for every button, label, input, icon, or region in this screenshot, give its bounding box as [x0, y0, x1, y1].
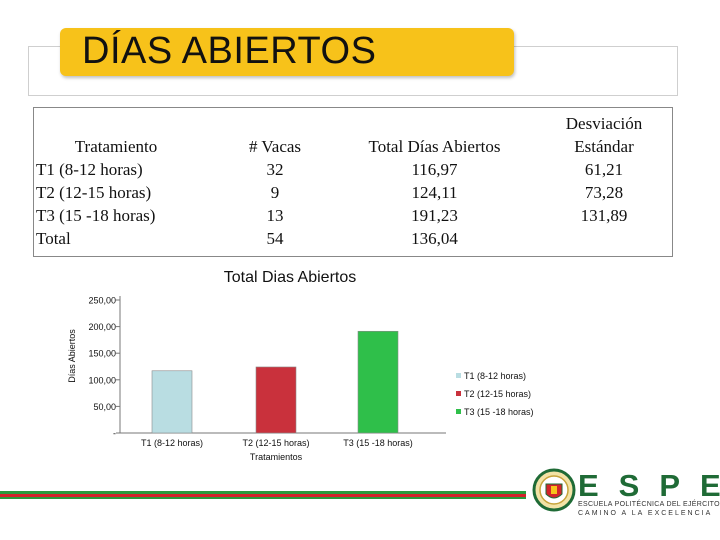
x-tick-label: T1 (8-12 horas): [141, 438, 203, 448]
row-2-tratamiento: T2 (12-15 horas): [36, 183, 152, 202]
row-4-total-dias: 136,04: [411, 229, 458, 248]
legend-swatch: [456, 409, 461, 414]
x-tick-label: T3 (15 -18 horas): [343, 438, 413, 448]
x-tick-label: T2 (12-15 horas): [242, 438, 309, 448]
data-table: Tratamiento T1 (8-12 horas) T2 (12-15 ho…: [33, 107, 673, 257]
column-desviacion: Desviación Estándar 61,21 73,28 131,89: [544, 108, 664, 256]
row-1-desviacion: 61,21: [584, 160, 624, 179]
y-tick-label: 50,00: [93, 402, 116, 412]
logo-motto: CAMINO A LA EXCELENCIA: [578, 510, 713, 517]
column-tratamiento: Tratamiento T1 (8-12 horas) T2 (12-15 ho…: [36, 108, 211, 256]
x-axis-label: Tratamientos: [250, 452, 303, 462]
logo-subtitle: ESCUELA POLITÉCNICA DEL EJÉRCITO: [578, 501, 720, 508]
y-tick-label: -: [113, 429, 116, 439]
row-4-vacas: 54: [266, 229, 284, 248]
row-2-vacas: 9: [270, 183, 280, 202]
legend-label: T3 (15 -18 horas): [464, 407, 534, 417]
title-box: [60, 28, 514, 76]
legend-swatch: [456, 391, 461, 396]
bar-2: [255, 366, 297, 434]
row-4-tratamiento: Total: [36, 229, 71, 248]
header-total-dias: Total Días Abiertos: [368, 137, 501, 156]
header-vacas: # Vacas: [248, 137, 302, 156]
y-axis-label: Días Abiertos: [67, 329, 77, 383]
column-total-dias: Total Días Abiertos 116,97 124,11 191,23…: [352, 108, 517, 256]
legend-label: T1 (8-12 horas): [464, 371, 526, 381]
bar-3: [357, 330, 399, 434]
footer-stripe-green: [0, 491, 526, 494]
row-1-tratamiento: T1 (8-12 horas): [36, 160, 143, 179]
row-2-desviacion: 73,28: [584, 183, 624, 202]
legend-swatch: [456, 373, 461, 378]
row-3-vacas: 13: [266, 206, 284, 225]
legend-label: T2 (12-15 horas): [464, 389, 531, 399]
row-3-total-dias: 191,23: [411, 206, 458, 225]
y-tick-label: 150,00: [88, 349, 116, 359]
row-2-total-dias: 124,11: [411, 183, 458, 202]
header-tratamiento: Tratamiento: [74, 137, 158, 156]
espe-crest-logo: [532, 468, 576, 512]
row-1-total-dias: 116,97: [411, 160, 458, 179]
y-tick-label: 100,00: [88, 375, 116, 385]
y-tick-label: 250,00: [88, 296, 116, 306]
row-3-tratamiento: T3 (15 -18 horas): [36, 206, 156, 225]
footer-stripe-green-2: [0, 497, 526, 499]
slide-title: DÍAS ABIERTOS: [82, 30, 377, 72]
header-desviacion-line1: Desviación: [565, 114, 643, 133]
row-1-vacas: 32: [266, 160, 284, 179]
row-3-desviacion: 131,89: [580, 206, 628, 225]
chart-title: Total Dias Abiertos: [224, 269, 357, 286]
bar-1: [151, 370, 193, 434]
header-desviacion-line2: Estándar: [574, 137, 634, 156]
footer-stripe-red: [0, 494, 526, 497]
column-vacas: # Vacas 32 9 13 54: [230, 108, 320, 256]
y-tick-label: 200,00: [88, 322, 116, 332]
